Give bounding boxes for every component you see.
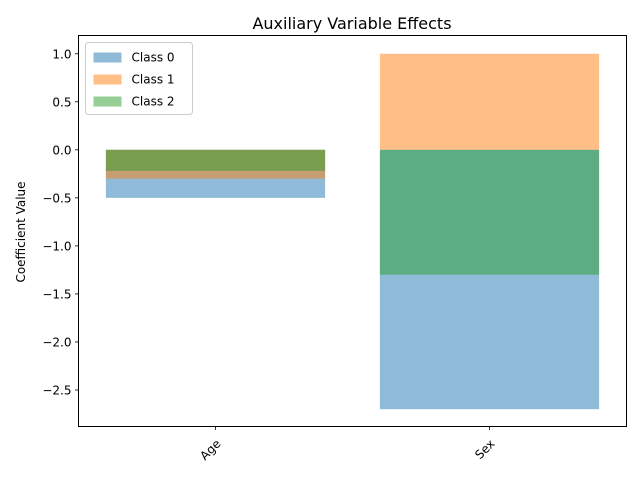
bar-class-2-sex <box>379 149 600 275</box>
x-axis: Age Sex <box>197 426 498 463</box>
plot-frame <box>78 35 627 427</box>
bar-class-2-age <box>105 149 326 171</box>
legend-label: Class 1 <box>132 73 175 87</box>
y-tick-label: −1.5 <box>42 287 71 301</box>
y-tick-label: 1.0 <box>52 47 71 61</box>
x-tick-label-sex: Sex <box>472 437 497 462</box>
bars-group <box>105 53 600 410</box>
legend-swatch <box>93 96 122 107</box>
legend-label: Class 2 <box>132 95 175 109</box>
x-tick-label-age: Age <box>197 437 223 463</box>
y-tick-label: −2.5 <box>42 383 71 397</box>
legend-swatch <box>93 74 122 85</box>
chart-title: Auxiliary Variable Effects <box>252 14 451 33</box>
legend-swatch <box>93 52 122 63</box>
legend: Class 0 Class 1 Class 2 <box>85 42 193 115</box>
y-axis: 1.0 0.5 0.0 −0.5 −1.0 −1.5 −2.0 −2.5 <box>42 47 79 397</box>
y-tick-label: −1.0 <box>42 239 71 253</box>
y-tick-label: −0.5 <box>42 191 71 205</box>
y-tick-label: 0.0 <box>52 143 71 157</box>
y-axis-label: Coefficient Value <box>14 181 28 282</box>
y-tick-label: −2.0 <box>42 335 71 349</box>
bar-class-1-sex <box>379 53 600 150</box>
y-tick-label: 0.5 <box>52 95 71 109</box>
legend-label: Class 0 <box>132 51 175 65</box>
